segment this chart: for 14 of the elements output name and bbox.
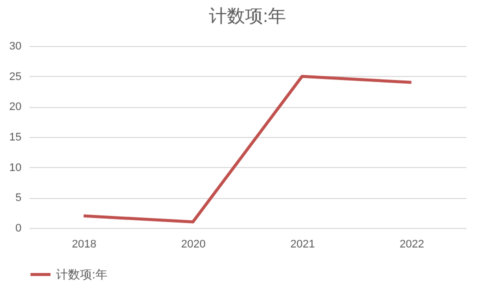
x-tick-label: 2020 [181,238,206,250]
y-tick-label: 15 [9,132,22,144]
y-tick-label: 20 [9,101,22,114]
line-series [82,74,413,224]
y-tick-label: 25 [9,70,22,83]
y-tick-label: 5 [15,192,22,204]
x-tick-label: 2022 [400,238,424,250]
y-tick-label: 30 [9,40,22,52]
chart-title: 计数项:年 [208,6,286,26]
y-tick-label: 0 [15,222,22,234]
x-tick-label: 2021 [290,238,315,250]
x-tick-label: 2018 [72,238,96,250]
legend-label: 计数项:年 [56,268,108,282]
y-tick-label: 10 [9,162,22,174]
